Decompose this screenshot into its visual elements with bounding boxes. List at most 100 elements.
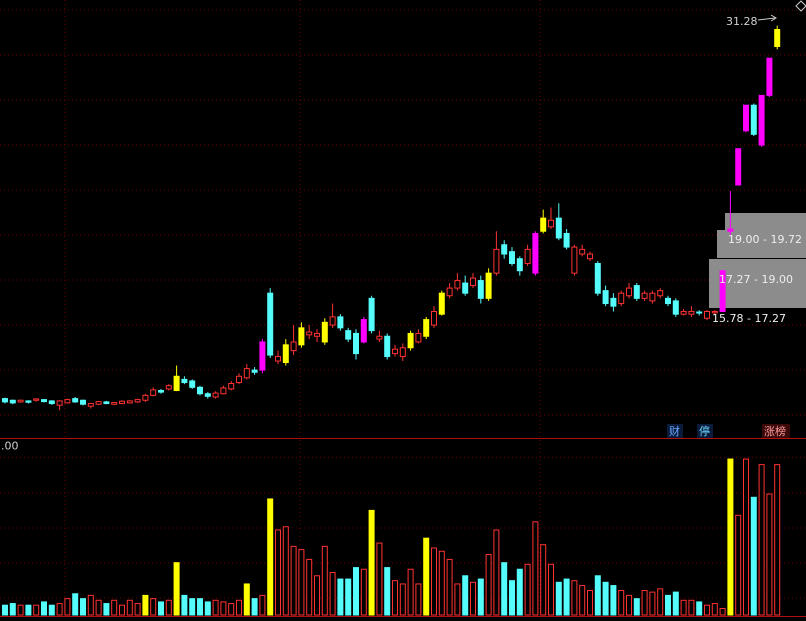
- volume-bar: [314, 575, 320, 616]
- candle-body: [735, 148, 742, 186]
- candle-body: [431, 310, 437, 326]
- candle-body: [353, 332, 359, 355]
- volume-bar: [165, 599, 172, 616]
- volume-bar: [9, 603, 16, 616]
- volume-bar: [477, 578, 484, 616]
- candle-body: [111, 402, 118, 405]
- volume-bar: [431, 547, 437, 616]
- candle-body: [2, 398, 8, 403]
- toolbar-button[interactable]: [697, 424, 713, 438]
- candle-body: [103, 401, 110, 405]
- volume-bar: [392, 580, 398, 616]
- candle-body: [384, 335, 391, 358]
- candle-body: [298, 327, 305, 346]
- volume-bar: [641, 589, 648, 616]
- volume-bar: [696, 601, 703, 616]
- volume-bar: [197, 598, 203, 616]
- candle-body: [423, 319, 430, 337]
- toolbar-button[interactable]: [762, 424, 790, 438]
- volume-bar: [470, 581, 476, 616]
- volume-bar: [126, 599, 133, 616]
- candle-body: [189, 380, 196, 388]
- candle-body: [33, 398, 40, 401]
- volume-tick-label: 5.00: [0, 440, 19, 453]
- volume-bar: [555, 581, 562, 616]
- volume-bar: [540, 544, 547, 616]
- volume-bar: [337, 578, 344, 616]
- candle-body: [142, 394, 149, 401]
- volume-bar: [649, 591, 656, 616]
- toolbar-button[interactable]: [667, 424, 683, 438]
- candle-body: [212, 392, 219, 398]
- volume-bar: [2, 604, 8, 616]
- volume-bar: [290, 545, 297, 616]
- volume-bar: [298, 549, 305, 616]
- volume-bar: [251, 598, 258, 616]
- candle-body: [672, 300, 679, 315]
- volume-bar: [509, 580, 515, 616]
- candle-body: [306, 331, 313, 336]
- chip-label: 19.00 - 19.72: [728, 233, 802, 246]
- candle-body: [360, 319, 367, 343]
- candle-body: [454, 280, 461, 289]
- volume-bar: [579, 585, 586, 616]
- chip-label: 15.78 - 17.27: [712, 312, 786, 325]
- candle-body: [711, 310, 718, 314]
- candle-body: [243, 368, 250, 379]
- candle-body: [368, 297, 375, 332]
- chip-box: [725, 213, 806, 230]
- candle-body: [72, 398, 79, 403]
- volume-bar: [173, 562, 180, 616]
- volume-bar: [672, 591, 679, 616]
- volume-bar: [704, 604, 710, 616]
- volume-bar: [48, 604, 55, 616]
- volume-bar: [594, 575, 601, 616]
- volume-bar: [719, 607, 726, 616]
- candle-body: [610, 297, 617, 307]
- candle-body: [134, 399, 141, 403]
- max-arrow: [757, 17, 776, 21]
- toolbar-label[interactable]: 财: [669, 424, 680, 438]
- volume-bar: [353, 567, 359, 616]
- volume-bar: [158, 601, 164, 616]
- volume-bar: [571, 580, 578, 616]
- diamond-icon[interactable]: [795, 0, 806, 12]
- toolbar-label[interactable]: 停: [699, 424, 710, 438]
- volume-bar: [368, 509, 375, 616]
- marks: [2, 25, 781, 616]
- volume-bar: [774, 464, 781, 616]
- volume-bar: [665, 594, 671, 616]
- volume-bar: [680, 599, 687, 616]
- candle-body: [594, 262, 601, 294]
- volume-bar: [384, 567, 391, 616]
- candle-body: [228, 382, 235, 390]
- volume-bar: [243, 583, 250, 616]
- volume-bar: [633, 598, 640, 616]
- volume-bar: [758, 464, 765, 616]
- volume-bar: [587, 589, 593, 616]
- volume-bar: [72, 593, 79, 616]
- candle-body: [758, 94, 765, 146]
- candle-body: [220, 387, 227, 395]
- volume-bar: [438, 550, 445, 616]
- toolbar-label[interactable]: 涨榜: [764, 424, 786, 438]
- volume-bar: [446, 558, 453, 616]
- candle-body: [665, 297, 671, 305]
- candle-body: [571, 246, 578, 274]
- volume-bar: [212, 599, 219, 616]
- volume-bar: [33, 604, 40, 616]
- candle-body: [750, 104, 757, 135]
- candle-body: [165, 385, 172, 390]
- volume-bar: [360, 568, 367, 616]
- volume-bar: [376, 542, 383, 616]
- candle-body: [774, 29, 781, 48]
- candle-body: [618, 292, 625, 305]
- volume-bar: [626, 594, 632, 616]
- volume-bar: [282, 526, 289, 616]
- candle-body: [282, 344, 289, 364]
- candle-body: [657, 290, 664, 297]
- volume-bar: [711, 603, 718, 616]
- volume-bar: [610, 585, 617, 616]
